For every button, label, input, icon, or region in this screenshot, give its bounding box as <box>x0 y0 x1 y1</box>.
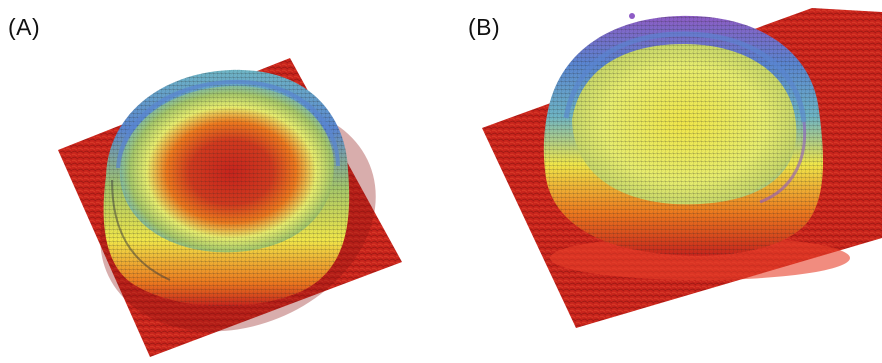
panel-label-b: (B) <box>468 14 501 40</box>
panel-label-a: (A) <box>8 14 41 40</box>
surface-plot-a <box>58 58 402 357</box>
surface-plot-b <box>482 8 882 328</box>
